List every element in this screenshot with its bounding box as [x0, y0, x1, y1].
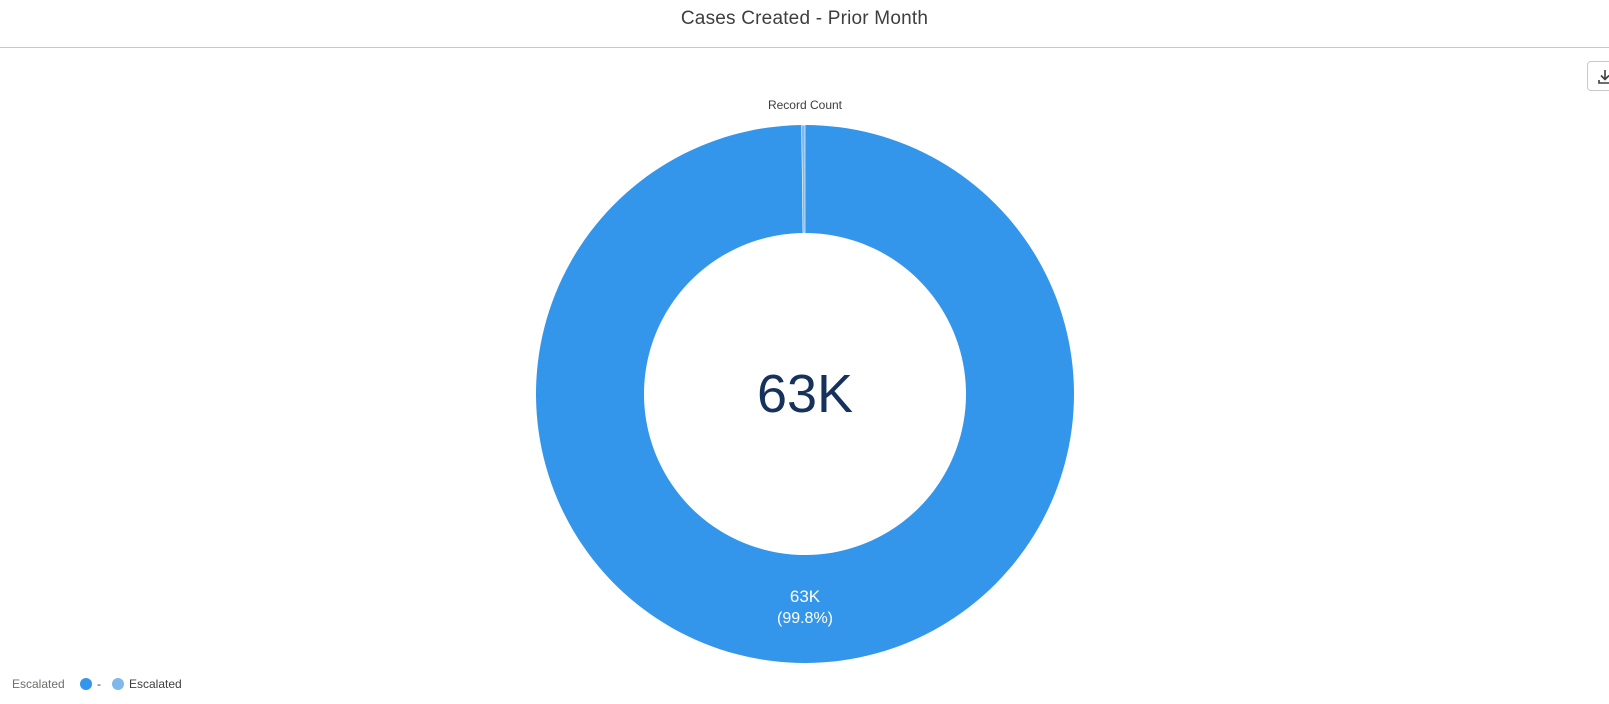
chart-title: Cases Created - Prior Month	[680, 8, 929, 29]
legend-title: Escalated	[12, 677, 65, 691]
download-button[interactable]	[1587, 61, 1609, 91]
legend-item-escalated[interactable]: Escalated	[112, 677, 182, 691]
legend-label-escalated: Escalated	[129, 677, 182, 691]
center-total-value: 63K	[757, 364, 853, 424]
donut-slice-dash[interactable]	[535, 125, 1074, 663]
chart-header: Cases Created - Prior Month	[0, 0, 1609, 48]
donut-slice-escalated[interactable]	[801, 124, 806, 234]
slice-percent-label: (99.8%)	[777, 610, 833, 627]
legend-dot-escalated	[112, 678, 124, 690]
legend-label-dash: -	[97, 677, 101, 691]
legend-item-dash[interactable]: -	[80, 677, 101, 691]
slice-value-label: 63K	[790, 587, 821, 606]
legend-dot-dash	[80, 678, 92, 690]
download-icon	[1598, 70, 1609, 84]
donut-slices	[535, 124, 1074, 663]
measure-label: Record Count	[768, 98, 843, 112]
